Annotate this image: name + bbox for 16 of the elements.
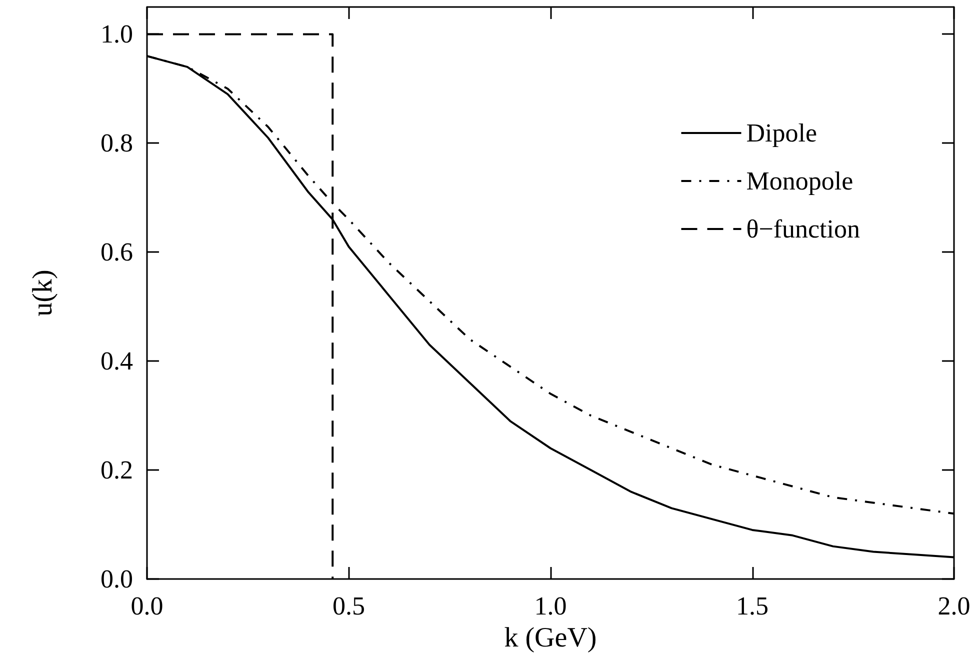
y-axis-title: u(k) <box>28 270 58 316</box>
legend-label: θ−function <box>746 214 860 244</box>
x-axis-title: k (GeV) <box>504 622 597 654</box>
y-tick-label: 0.6 <box>100 238 133 267</box>
legend-label: Dipole <box>746 118 818 148</box>
y-tick-label: 0.8 <box>100 128 133 158</box>
x-tick-label: 1.0 <box>534 592 567 620</box>
x-tick-label: 2.0 <box>938 592 970 620</box>
x-tick-label: 1.5 <box>736 592 768 620</box>
y-tick-label: 0.2 <box>100 456 133 485</box>
x-tick-label: 0.5 <box>332 592 365 620</box>
x-tick-label: 0.0 <box>130 592 164 620</box>
y-tick-label: 0.0 <box>100 564 133 594</box>
y-tick-label: 0.4 <box>100 346 133 376</box>
legend-label: Monopole <box>746 166 854 196</box>
y-tick-label: 1.0 <box>100 20 133 49</box>
